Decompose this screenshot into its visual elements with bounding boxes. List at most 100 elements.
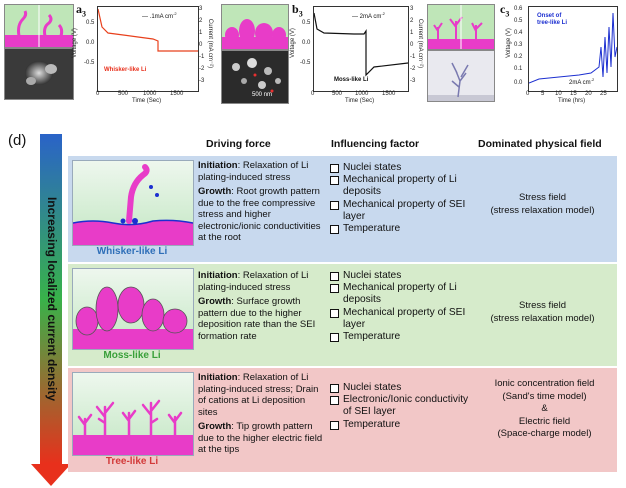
moss-illustration <box>72 268 194 350</box>
x-axis-label: Time (Sec) <box>345 98 375 104</box>
whisker-micrograph-image <box>4 48 74 100</box>
y-tick: 0.3 <box>514 42 523 48</box>
x-tick: 1500 <box>170 91 184 97</box>
physical-field-cell: Stress field (stress relaxation model) <box>490 300 595 324</box>
moss-schematic-image <box>221 4 289 50</box>
checkbox-icon <box>330 384 339 393</box>
x-axis-label: Time (Sec) <box>132 98 162 104</box>
list-item: Nuclei states <box>330 382 470 394</box>
y2-tick: -3 <box>410 78 416 84</box>
y2-tick: -1 <box>410 54 416 60</box>
y2-tick: 2 <box>199 18 203 24</box>
table-row-whisker: Whisker-like Li Initiation: Relaxation o… <box>68 156 617 262</box>
y2-tick: 3 <box>199 6 203 12</box>
chart-b3-frame: — 2mA cm-2 Moss-like Li <box>313 6 409 92</box>
checkbox-icon <box>330 396 339 406</box>
y2-tick: 3 <box>410 6 414 12</box>
y-tick: 0.0 <box>302 40 311 46</box>
list-item: Temperature <box>330 419 470 431</box>
checkbox-icon <box>330 333 339 343</box>
x-tick: 20 <box>585 91 592 97</box>
x-tick: 1000 <box>143 91 157 97</box>
list-item: Mechanical property of SEI layer <box>330 307 466 331</box>
chart-c3-current: 2mA cm-2 <box>569 77 595 86</box>
y-axis-label: Voltage (V) <box>289 28 296 58</box>
y-tick: 0.0 <box>514 80 523 86</box>
tree-illustration <box>72 372 194 456</box>
current-density-arrow <box>40 134 62 464</box>
influencing-factor-list: Nuclei states Electronic/Ionic conductiv… <box>330 382 470 431</box>
whisker-schematic-image <box>4 4 74 48</box>
chart-a3-legend: — .1mA cm-2 <box>142 11 177 20</box>
list-item: Nuclei states <box>330 162 466 174</box>
y-tick: 0.6 <box>514 6 523 12</box>
checkbox-icon <box>330 272 339 281</box>
y2-axis-label: Current (mA cm⁻²) <box>417 18 424 69</box>
x-axis-label: Time (hrs) <box>558 98 586 104</box>
y2-tick: 1 <box>199 30 203 36</box>
y2-tick: -2 <box>410 66 416 72</box>
x-tick: 0 <box>96 91 100 97</box>
list-item: Temperature <box>330 223 466 235</box>
y2-tick: -3 <box>199 78 205 84</box>
y2-tick: 1 <box>410 30 414 36</box>
checkbox-icon <box>330 200 339 210</box>
arrow-head-icon <box>31 464 71 486</box>
scale-bar-label: 500 nm <box>252 92 273 98</box>
x-tick: 1000 <box>355 91 369 97</box>
chart-a3-frame: — .1mA cm-2 Whisker-like Li <box>97 6 199 92</box>
y2-tick: 2 <box>410 18 414 24</box>
x-tick: 10 <box>555 91 562 97</box>
row-caption: Whisker-like Li <box>96 246 168 257</box>
y2-tick: -2 <box>199 66 205 72</box>
panel-label-c3: c3 <box>500 2 510 19</box>
list-item: Temperature <box>330 331 466 343</box>
x-tick: 25 <box>600 91 607 97</box>
driving-force-cell: Initiation: Relaxation of Li plating-ind… <box>198 372 323 455</box>
list-item: Electronic/Ionic conductivity of SEI lay… <box>330 394 470 418</box>
header-influencing-factor: Influencing factor <box>331 138 420 150</box>
tree-onset-annotation: Onset of tree-like Li <box>537 13 568 26</box>
x-tick: 5 <box>541 91 545 97</box>
y-axis-label: Voltage (V) <box>71 28 78 58</box>
x-tick: 15 <box>570 91 577 97</box>
x-tick: 0 <box>311 91 315 97</box>
list-item: Mechanical property of SEI layer <box>330 199 466 223</box>
physical-field-cell: Stress field (stress relaxation model) <box>490 192 595 216</box>
header-physical-field: Dominated physical field <box>478 138 602 150</box>
header-driving-force: Driving force <box>206 138 271 150</box>
checkbox-icon <box>330 420 339 430</box>
influencing-factor-list: Nuclei states Mechanical property of Li … <box>330 162 466 235</box>
checkbox-icon <box>330 225 339 235</box>
tree-schematic-image <box>427 4 495 50</box>
table-row-moss: Moss-like Li Initiation: Relaxation of L… <box>68 264 617 366</box>
driving-force-cell: Initiation: Relaxation of Li plating-ind… <box>198 160 321 243</box>
panel-label-b3: b3 <box>292 2 303 19</box>
physical-field-cell: Ionic concentration field (Sand's time m… <box>494 378 595 439</box>
influencing-factor-list: Nuclei states Mechanical property of Li … <box>330 270 466 343</box>
arrow-label: Increasing localized current density <box>45 196 59 402</box>
whisker-illustration <box>72 160 194 246</box>
checkbox-icon <box>330 284 339 294</box>
x-tick: 1500 <box>382 91 396 97</box>
tree-micrograph-image <box>427 50 495 102</box>
y-tick: -0.5 <box>300 60 311 66</box>
driving-force-cell: Initiation: Relaxation of Li plating-ind… <box>198 270 316 342</box>
y-tick: 0.4 <box>514 30 523 36</box>
checkbox-icon <box>330 176 339 186</box>
y2-tick: 0 <box>410 42 414 48</box>
moss-micrograph-image: 500 nm <box>221 50 289 104</box>
y-tick: 0.5 <box>514 18 523 24</box>
y2-tick: -1 <box>199 54 205 60</box>
x-tick: 500 <box>118 91 129 97</box>
y-tick: 0.2 <box>514 54 523 60</box>
y-axis-label: Voltage (V) <box>505 28 512 58</box>
chart-c3-frame: Onset of tree-like Li 2mA cm-2 <box>528 6 618 92</box>
panel-label-a3: a3 <box>76 2 86 19</box>
table-row-tree: Tree-like Li Initiation: Relaxation of L… <box>68 368 617 472</box>
y-tick: -0.5 <box>84 60 95 66</box>
moss-annotation: Moss-like Li <box>334 77 369 83</box>
list-item: Mechanical property of Li deposits <box>330 174 466 198</box>
y2-tick: 0 <box>199 42 203 48</box>
y-tick: 0.5 <box>86 20 95 26</box>
